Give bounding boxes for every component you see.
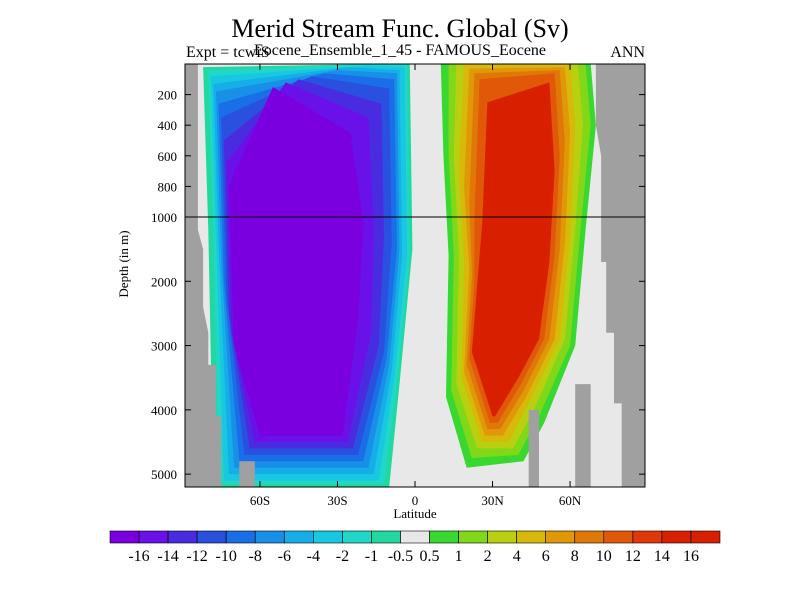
x-tick-label: 0	[412, 493, 419, 508]
y-tick-label: 3000	[151, 339, 177, 354]
plot-field	[185, 64, 645, 487]
y-tick-label: 400	[158, 118, 178, 133]
x-axis-label: Latitude	[393, 506, 437, 521]
y-tick-label: 5000	[151, 467, 177, 482]
x-tick-label: 30S	[327, 493, 347, 508]
x-tick-label: 60N	[559, 493, 582, 508]
y-tick-label: 200	[158, 88, 178, 103]
comparison-label: Eocene_Ensemble_1_45 - FAMOUS_Eocene	[253, 42, 547, 59]
land-mask-arctic	[595, 64, 645, 487]
y-tick-label: 1000	[151, 210, 177, 225]
y-tick-label: 4000	[151, 403, 177, 418]
positive-band-7	[471, 82, 555, 417]
negative-band-9	[228, 87, 364, 436]
experiment-name: tcwiS	[233, 44, 270, 61]
y-axis-label: Depth (in m)	[116, 230, 131, 298]
y-tick-label: 800	[158, 179, 178, 194]
y-tick-label: 2000	[151, 274, 177, 289]
land-mask-antarctica	[185, 64, 222, 487]
x-tick-label: 30N	[481, 493, 504, 508]
land-mask-ridge-north	[575, 384, 591, 487]
land-mask-ridge-mid	[528, 409, 539, 487]
experiment-label: Expt = tcwiS	[186, 44, 270, 61]
land-mask-ridge-south	[239, 461, 255, 487]
season-label: ANN	[610, 44, 645, 61]
chart-title: Merid Stream Func. Global (Sv)	[231, 14, 569, 43]
y-tick-label: 600	[158, 149, 178, 164]
x-tick-label: 60S	[250, 493, 270, 508]
